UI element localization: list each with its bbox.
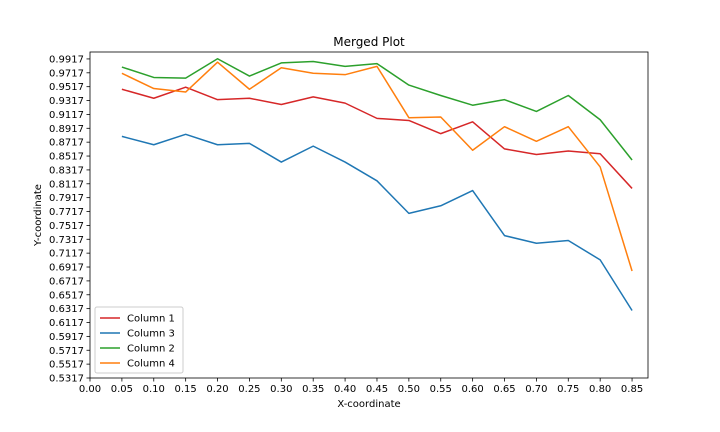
y-tick-label: 0.6317 [49, 304, 84, 315]
y-tick-label: 0.6717 [49, 276, 84, 287]
x-tick-label: 0.50 [398, 384, 420, 395]
x-tick-label: 0.10 [143, 384, 165, 395]
x-tick-label: 0.15 [175, 384, 197, 395]
x-tick-label: 0.60 [461, 384, 483, 395]
y-tick-label: 0.5517 [49, 360, 84, 371]
x-tick-label: 0.45 [366, 384, 388, 395]
y-tick-label: 0.8317 [49, 165, 84, 176]
x-tick-label: 0.70 [525, 384, 547, 395]
y-tick-label: 0.8117 [49, 179, 84, 190]
y-tick-label: 0.7317 [49, 235, 84, 246]
legend-label-2: Column 3 [127, 329, 175, 340]
x-tick-label: 0.40 [334, 384, 356, 395]
series-line-1 [121, 86, 633, 189]
series-line-3 [121, 57, 633, 161]
y-tick-label: 0.5917 [49, 332, 84, 343]
x-tick-label: 0.30 [270, 384, 292, 395]
plot-frame [89, 51, 649, 379]
y-tick-label: 0.7517 [49, 221, 84, 232]
y-tick-label: 0.7717 [49, 207, 84, 218]
y-tick-label: 0.8517 [49, 152, 84, 163]
y-tick-label: 0.7917 [49, 193, 84, 204]
y-tick-label: 0.9717 [49, 68, 84, 79]
y-tick-label: 0.8917 [49, 124, 84, 135]
x-tick-label: 0.55 [430, 384, 452, 395]
y-tick-label: 0.9517 [49, 82, 84, 93]
y-tick-label: 0.5717 [49, 346, 84, 357]
x-tick-label: 0.65 [493, 384, 515, 395]
y-tick-label: 0.9117 [49, 110, 84, 121]
x-tick-label: 0.80 [589, 384, 611, 395]
y-tick-label: 0.6517 [49, 290, 84, 301]
series-line-4 [121, 61, 633, 272]
x-axis-title: X-coordinate [337, 399, 400, 410]
y-tick-label: 0.7117 [49, 249, 84, 260]
legend-label-1: Column 1 [127, 314, 175, 325]
y-tick-label: 0.8717 [49, 138, 84, 149]
axes: 0.00 0.05 0.10 0.15 0.20 0.25 0.30 0.35 0.40 0.45… [49, 51, 649, 395]
x-tick-label: 0.75 [557, 384, 579, 395]
x-tick-label: 0.00 [79, 384, 101, 395]
legend: Column 1 Column 3 Column 2 Column 4 [94, 306, 184, 374]
series-line-2 [121, 133, 633, 311]
legend-label-4: Column 4 [127, 359, 175, 370]
x-tick-label: 0.25 [238, 384, 260, 395]
y-tick-label: 0.9317 [49, 96, 84, 107]
y-tick-label: 0.5317 [49, 374, 84, 385]
y-axis-title: Y-coordinate [33, 184, 44, 247]
x-tick-label: 0.20 [206, 384, 228, 395]
x-tick-label: 0.85 [621, 384, 643, 395]
plot-marks [121, 57, 633, 311]
x-tick-label: 0.05 [111, 384, 133, 395]
y-tick-label: 0.6117 [49, 318, 84, 329]
chart-title: Merged Plot [333, 35, 405, 49]
legend-label-3: Column 2 [127, 344, 175, 355]
x-tick-label: 0.35 [302, 384, 324, 395]
legend-box [94, 306, 184, 374]
y-tick-label: 0.6917 [49, 263, 84, 274]
y-tick-label: 0.9917 [49, 54, 84, 65]
